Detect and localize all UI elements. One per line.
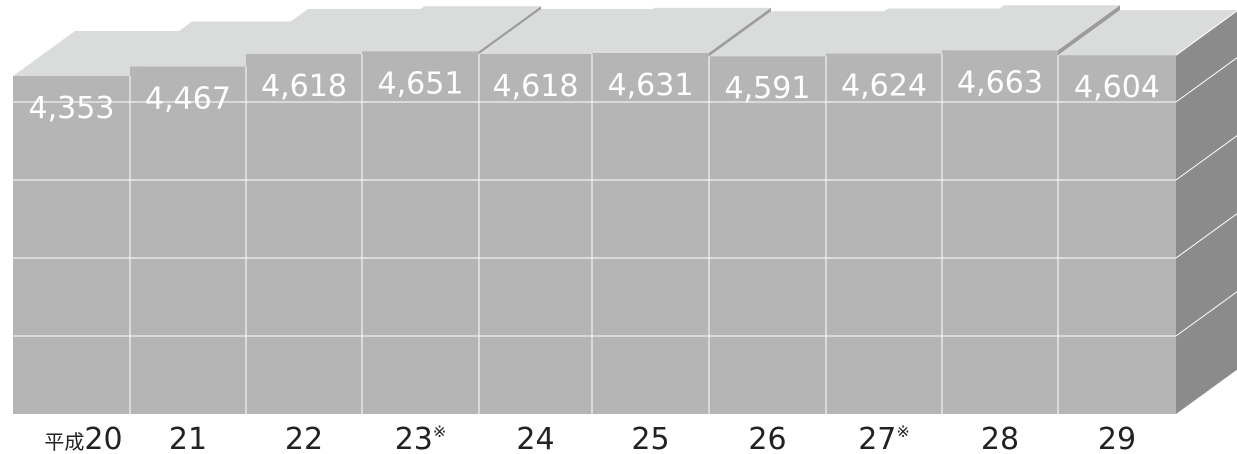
x-tick-label: 平成20	[44, 422, 122, 454]
bar-value-label: 4,618	[261, 69, 347, 104]
x-tick-label: 28	[981, 422, 1019, 454]
bar	[362, 51, 479, 414]
bar	[942, 50, 1058, 414]
bar-top-face	[942, 5, 1120, 51]
x-tick-label: 23※	[395, 422, 447, 454]
bar-value-label: 4,591	[725, 71, 811, 106]
bar	[130, 66, 246, 414]
bar-step-face	[709, 7, 771, 57]
x-tick-number: 27	[858, 422, 896, 454]
x-tick-number: 25	[631, 422, 669, 454]
bar	[1058, 55, 1176, 415]
bar	[479, 54, 592, 414]
x-tick-label: 26	[748, 422, 786, 454]
side-grid-line	[1175, 213, 1237, 259]
x-tick-prefix: 平成	[44, 430, 84, 454]
bar-top-face	[362, 6, 541, 52]
bar-value-label: 4,631	[608, 68, 694, 103]
bar-top-face	[826, 8, 1004, 54]
bar-step-face	[479, 6, 541, 55]
value-labels-layer: 4,353 4,467 4,618 4,651 4,618 4,631 4,591 4,624…	[29, 65, 1160, 126]
bar	[246, 54, 362, 414]
bar-value-label: 4,618	[493, 69, 579, 104]
bar	[592, 52, 709, 415]
bar-value-label: 4,651	[378, 66, 464, 101]
x-tick-label: 21	[169, 422, 207, 454]
bar-top-face	[130, 21, 308, 67]
bar-value-label: 4,604	[1074, 70, 1160, 105]
x-tick-note-mark: ※	[896, 422, 909, 441]
x-tick-label: 27※	[858, 422, 910, 454]
x-tick-labels-layer: 平成20 21 22 23※ 24 25 26 27※ 28 29	[44, 422, 1136, 454]
x-tick-label: 29	[1098, 422, 1136, 454]
bar-value-label: 4,467	[145, 82, 231, 117]
bar-value-label: 4,353	[29, 91, 115, 126]
bar-top-face	[592, 7, 771, 53]
x-tick-label: 25	[631, 422, 669, 454]
bar-top-face	[709, 11, 888, 57]
x-tick-note-mark: ※	[433, 422, 446, 441]
side-grid-line	[1175, 10, 1237, 56]
bar-top-face	[246, 9, 424, 54]
x-tick-label: 22	[285, 422, 323, 454]
x-tick-number: 23	[395, 422, 433, 454]
x-tick-number: 28	[981, 422, 1019, 454]
side-grid-line	[1175, 57, 1237, 103]
bar-step-face	[1058, 5, 1120, 56]
bar-top-face	[1058, 10, 1237, 56]
x-tick-number: 29	[1098, 422, 1136, 454]
x-tick-number: 24	[516, 422, 554, 454]
bar	[13, 76, 130, 414]
bar-value-label: 4,663	[957, 65, 1043, 100]
bar-top-face	[479, 9, 654, 54]
grid-layer	[13, 10, 1237, 414]
x-tick-number: 22	[285, 422, 323, 454]
x-tick-label: 24	[516, 422, 554, 454]
bar	[826, 53, 942, 414]
x-tick-number: 20	[84, 422, 122, 454]
x-tick-number: 26	[748, 422, 786, 454]
block-side-face	[1176, 10, 1237, 414]
bar-value-label: 4,624	[841, 69, 927, 104]
side-grid-line	[1175, 291, 1237, 337]
side-grid-line	[1175, 135, 1237, 181]
bar-top-face	[13, 31, 192, 76]
bars-layer	[13, 5, 1237, 415]
x-tick-number: 21	[169, 422, 207, 454]
bar	[709, 56, 826, 414]
